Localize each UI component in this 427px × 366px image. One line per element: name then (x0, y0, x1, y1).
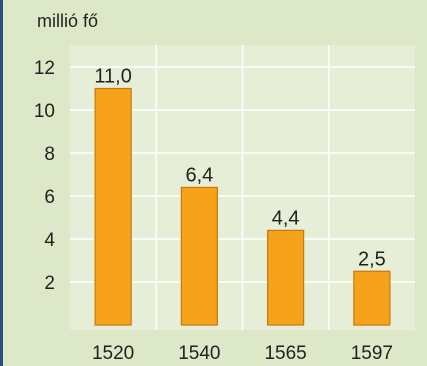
y-tick-label: 2 (44, 273, 55, 294)
category-label-1565: 1565 (264, 343, 306, 364)
bar-1565 (267, 229, 305, 326)
y-tick-labels: 2 4 6 8 10 12 (34, 58, 56, 294)
category-label-1597: 1597 (351, 343, 393, 364)
data-label-1520: 11,0 (94, 66, 131, 88)
bar-1520 (94, 87, 132, 326)
bars (94, 87, 391, 326)
y-tick-label: 8 (44, 144, 55, 165)
data-label-1597: 2,5 (358, 248, 386, 270)
y-tick-label: 12 (34, 58, 55, 79)
category-labels: 1520 1540 1565 1597 (92, 343, 393, 364)
category-label-1520: 1520 (92, 343, 134, 364)
data-labels: 11,0 6,4 4,4 2,5 (94, 66, 385, 271)
data-label-1540: 6,4 (185, 164, 213, 186)
bar-1540 (180, 186, 218, 326)
category-label-1540: 1540 (178, 343, 220, 364)
data-label-1565: 4,4 (272, 207, 300, 229)
unit-label: millió fő (37, 11, 98, 31)
y-tick-label: 6 (44, 187, 55, 208)
bar-1597 (353, 270, 391, 326)
y-tick-label: 10 (34, 101, 55, 122)
y-tick-label: 4 (44, 230, 55, 251)
